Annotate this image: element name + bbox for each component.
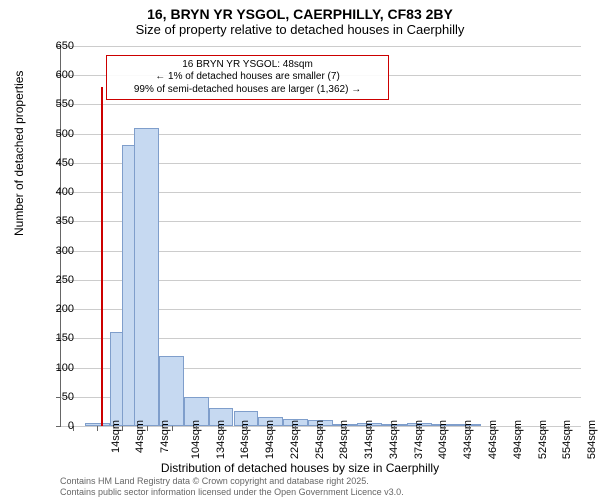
xtick-mark <box>271 426 272 431</box>
ytick-label: 600 <box>34 69 74 81</box>
xtick-mark <box>246 426 247 431</box>
xtick-mark <box>444 426 445 431</box>
xtick-mark <box>469 426 470 431</box>
xtick-mark <box>494 426 495 431</box>
xtick-label: 74sqm <box>159 420 171 453</box>
ytick-label: 650 <box>34 40 74 52</box>
xtick-label: 584sqm <box>586 420 598 459</box>
ytick-label: 550 <box>34 98 74 110</box>
ytick-label: 500 <box>34 128 74 140</box>
footnote-line1: Contains HM Land Registry data © Crown c… <box>60 476 404 487</box>
xtick-mark <box>122 426 123 431</box>
histogram-bar <box>159 356 184 426</box>
xtick-mark <box>147 426 148 431</box>
xtick-label: 14sqm <box>110 420 122 453</box>
xtick-mark <box>345 426 346 431</box>
xtick-mark <box>518 426 519 431</box>
ytick-label: 450 <box>34 157 74 169</box>
xtick-mark <box>221 426 222 431</box>
xtick-mark <box>320 426 321 431</box>
xtick-mark <box>97 426 98 431</box>
annotation-line: 16 BRYN YR YSGOL: 48sqm <box>113 59 381 72</box>
xtick-mark <box>568 426 569 431</box>
annotation-box: 16 BRYN YR YSGOL: 48sqm← 1% of detached … <box>106 55 388 101</box>
xtick-mark <box>419 426 420 431</box>
chart-area: 14sqm44sqm74sqm104sqm134sqm164sqm194sqm2… <box>60 46 580 426</box>
gridline <box>61 104 581 105</box>
ytick-label: 250 <box>34 274 74 286</box>
ytick-label: 100 <box>34 362 74 374</box>
xtick-mark <box>394 426 395 431</box>
annotation-line: 99% of semi-detached houses are larger (… <box>113 84 381 97</box>
footnote-line2: Contains public sector information licen… <box>60 487 404 498</box>
xtick-label: 44sqm <box>134 420 146 453</box>
histogram-bar <box>134 128 159 426</box>
ytick-label: 0 <box>34 420 74 432</box>
gridline <box>61 46 581 47</box>
plot-region: 14sqm44sqm74sqm104sqm134sqm164sqm194sqm2… <box>60 46 581 427</box>
xtick-mark <box>172 426 173 431</box>
ytick-label: 300 <box>34 245 74 257</box>
ytick-label: 350 <box>34 215 74 227</box>
ytick-label: 150 <box>34 332 74 344</box>
ytick-label: 200 <box>34 303 74 315</box>
footnote: Contains HM Land Registry data © Crown c… <box>60 476 404 498</box>
chart-title-main: 16, BRYN YR YSGOL, CAERPHILLY, CF83 2BY <box>0 0 600 22</box>
ytick-label: 400 <box>34 186 74 198</box>
xtick-mark <box>543 426 544 431</box>
ytick-label: 50 <box>34 391 74 403</box>
xtick-mark <box>295 426 296 431</box>
xtick-mark <box>370 426 371 431</box>
xtick-mark <box>196 426 197 431</box>
annotation-line: ← 1% of detached houses are smaller (7) <box>113 71 381 84</box>
property-marker-line <box>101 87 103 426</box>
y-axis-label: Number of detached properties <box>12 71 26 236</box>
x-axis-label: Distribution of detached houses by size … <box>0 461 600 475</box>
chart-title-sub: Size of property relative to detached ho… <box>0 22 600 41</box>
